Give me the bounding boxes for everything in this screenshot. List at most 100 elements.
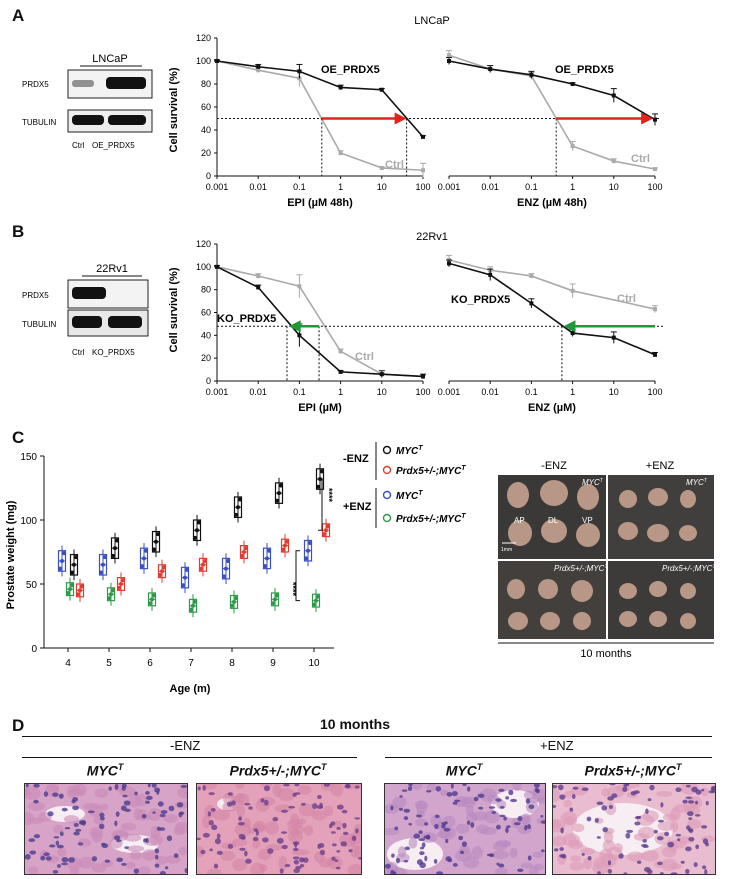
c-dot-2-0-1: [60, 558, 64, 563]
h4-cell-35: [661, 846, 677, 858]
chart-lncap: LNCaP Cell survival (%) OE_PRDX5 OE_PRDX…: [168, 15, 663, 209]
h4-cell-38: [687, 818, 702, 829]
h1-cell-50: [137, 866, 151, 874]
c-xtick-label-1: 5: [106, 658, 112, 669]
h1-cell-57: [27, 801, 46, 811]
a-epi-point-0-0: [215, 59, 219, 63]
h3-nuc-76: [441, 824, 446, 829]
h4-nuc-28: [607, 869, 613, 874]
h2-nuc-62: [319, 802, 323, 809]
b-enz-xtick-label-3: 1: [570, 387, 575, 397]
h3-cell-30: [483, 810, 501, 824]
h3-nuc-4: [498, 863, 505, 868]
h3-cell-55: [461, 798, 476, 808]
h3-nuc-27: [462, 784, 467, 787]
h3-nuc-6: [395, 857, 400, 864]
h1-nuc-26: [124, 846, 129, 849]
b-epi-point-0-2: [297, 333, 302, 338]
h4-nuc-39: [618, 853, 624, 859]
c-dot-3-2-0: [148, 601, 152, 606]
h2-nuc-55: [267, 848, 274, 854]
a-epi-xtick-label-5: 100: [415, 182, 430, 192]
h1-nuc-30: [176, 802, 184, 808]
h2-nuc-26: [336, 827, 341, 830]
h1-nuc-66: [45, 856, 52, 861]
h4-nuc-89: [623, 872, 628, 874]
h2-nuc-60: [200, 849, 206, 855]
a-epi-xtick-label-1: 0.01: [249, 182, 267, 192]
c-dot-3-3-0: [189, 607, 193, 612]
h1-nuc-48: [56, 844, 64, 849]
h1-nuc-11: [25, 784, 29, 788]
lobe-label-vp: VP: [582, 516, 593, 525]
b-enz-point-0-5: [653, 352, 657, 357]
h2-nuc-58: [208, 792, 215, 796]
h4-cell-25: [626, 851, 645, 862]
h2-nuc-74: [245, 858, 252, 864]
blot-a-lane-ctrl: Ctrl: [72, 141, 85, 150]
chart-prostate-weight: Prostate weight (mg) Age (m) 0 50 100 150 4 5…: [5, 442, 466, 695]
chart-lncap-right-annotation: OE_PRDX5: [555, 64, 614, 76]
h2-nuc-41: [293, 859, 300, 865]
c-ytick-label-2: 100: [20, 516, 37, 527]
h1-cell-13: [53, 824, 64, 834]
c-dot-3-3-2: [193, 599, 197, 604]
b-green-arrow-head-0: [288, 320, 301, 333]
h2-cell-1: [232, 858, 248, 872]
c-ytick-label-1: 50: [26, 580, 38, 591]
h2-nuc-23: [237, 821, 245, 826]
c-dot-2-6-0: [304, 556, 308, 561]
h4-nuc-31: [657, 819, 664, 823]
h4-nuc-57: [702, 838, 708, 845]
h3-nuc-40: [416, 814, 422, 818]
h2-cell-40: [320, 784, 335, 791]
h2-nuc-31: [355, 828, 359, 834]
c-dot-2-1-2: [103, 555, 107, 560]
h1-cell-21: [177, 786, 187, 799]
h3-nuc-34: [488, 806, 496, 809]
h1-nuc-70: [145, 790, 150, 795]
h3-nuc-46: [445, 838, 449, 844]
photo-label-bl: Prdx5+/-;MYCT: [554, 564, 608, 573]
h1-nuc-77: [73, 831, 80, 836]
h2-nuc-76: [331, 856, 336, 861]
h1-cell-47: [178, 846, 187, 856]
c-dot-2-2-2: [144, 548, 148, 553]
h1-nuc-24: [43, 791, 49, 797]
h3-nuc-85: [473, 796, 479, 802]
h4-nuc-53: [701, 788, 705, 792]
h2-nuc-88: [346, 784, 350, 789]
panel-label-d: D: [12, 716, 25, 735]
chart-22rv1-title: 22Rv1: [416, 231, 448, 243]
h1-nuc-47: [152, 811, 156, 814]
h1-nuc-32: [155, 854, 159, 860]
h3-nuc-49: [503, 816, 507, 821]
h4-nuc-22: [704, 869, 708, 874]
chart-c-xlabel: Age (m): [170, 683, 211, 695]
h2-nuc-51: [279, 868, 284, 874]
chart-22rv1-ctrl-label-left: Ctrl: [355, 351, 374, 363]
h4-nuc-80: [601, 805, 608, 811]
h2-nuc-34: [253, 828, 258, 832]
h1-nuc-76: [71, 799, 76, 804]
a-enz-point-0-2: [529, 72, 534, 77]
b-epi-ytick-label-0: 0: [206, 376, 211, 386]
h4-nuc-38: [634, 821, 641, 826]
h4-nuc-78: [636, 815, 642, 819]
blot-b-lane-ctrl: Ctrl: [72, 348, 85, 357]
h3-nuc-60: [413, 833, 421, 839]
h2-nuc-24: [351, 835, 357, 842]
h3-nuc-12: [403, 859, 409, 863]
h2-nuc-38: [226, 801, 233, 807]
legend-item-prdx5-1: Prdx5+/-;MYCT: [396, 465, 466, 477]
h3-cell-20: [491, 850, 510, 860]
h2-nuc-59: [293, 868, 301, 874]
h3-nuc-65: [444, 821, 448, 825]
c-dot-2-3-0: [181, 583, 185, 588]
c-dot-3-6-2: [316, 594, 320, 599]
h4-nuc-7: [675, 787, 682, 793]
blot-a-lane-oe: OE_PRDX5: [92, 141, 135, 150]
h1-nuc-14: [99, 816, 105, 821]
chart-22rv1-left-annotation: KO_PRDX5: [217, 313, 276, 325]
h2-nuc-78: [207, 811, 212, 817]
